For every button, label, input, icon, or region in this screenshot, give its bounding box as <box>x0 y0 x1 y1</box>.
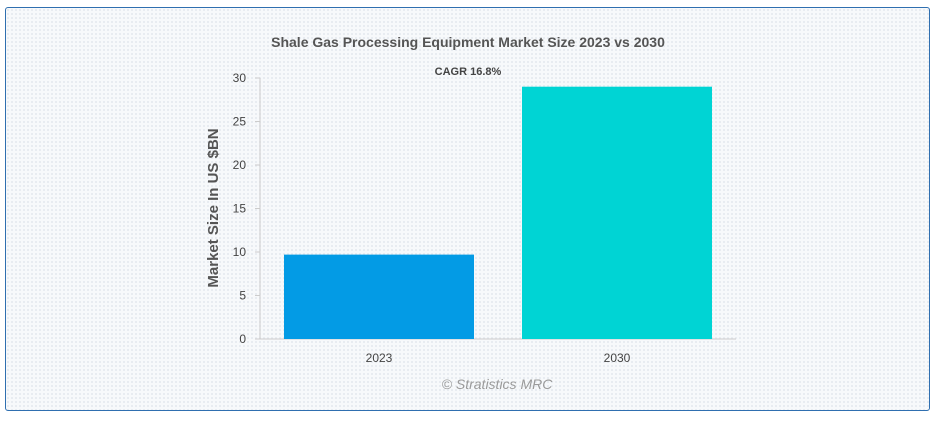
chart-subtitle: CAGR 16.8% <box>435 66 502 78</box>
y-tick-label: 15 <box>233 202 247 216</box>
x-tick-label-2030: 2030 <box>604 351 631 365</box>
chart-frame <box>5 7 930 411</box>
chart-title: Shale Gas Processing Equipment Market Si… <box>271 34 665 50</box>
x-tick-label-2023: 2023 <box>366 351 393 365</box>
bar-2030 <box>522 86 712 339</box>
y-axis-label: Market Size In US $BN <box>205 128 222 287</box>
y-tick-label: 30 <box>233 71 247 85</box>
bar-2023 <box>284 254 474 339</box>
y-tick-label: 20 <box>233 158 247 172</box>
y-tick-label: 10 <box>233 245 247 259</box>
y-tick-label: 0 <box>239 332 246 346</box>
source-credit: © Stratistics MRC <box>442 376 554 392</box>
y-tick-label: 5 <box>239 289 246 303</box>
y-tick-label: 25 <box>233 115 247 129</box>
